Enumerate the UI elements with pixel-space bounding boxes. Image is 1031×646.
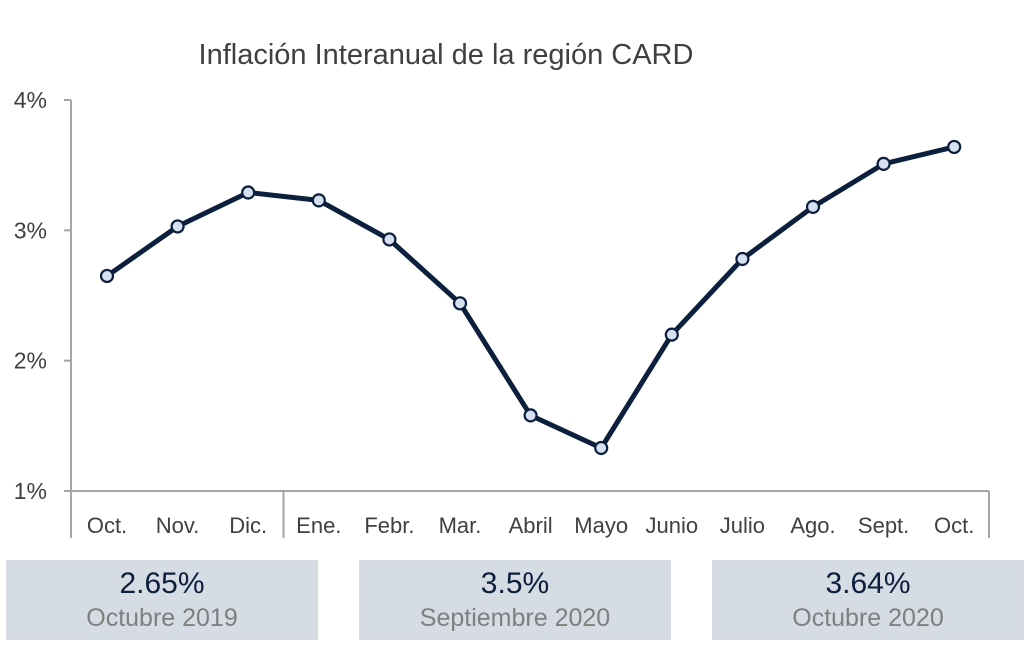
stat-value: 3.64% [825, 567, 911, 600]
data-point [947, 139, 962, 155]
stat-label: Septiembre 2020 [419, 604, 611, 632]
series-inflation [99, 139, 962, 456]
x-tick-label: Febr. [364, 513, 414, 538]
y-tick-labels: 1% 2% 3% 4% [14, 87, 47, 504]
x-tick-label: Nov. [156, 513, 200, 538]
data-point [382, 232, 397, 247]
x-tick-label: Sept. [858, 513, 909, 538]
data-point [664, 327, 679, 342]
stat-label: Octubre 2019 [86, 604, 238, 632]
stat-card-oct-2020: 3.64% Octubre 2020 [712, 560, 1024, 640]
y-tick-label: 4% [14, 87, 47, 113]
data-point [241, 185, 256, 200]
data-point [876, 156, 891, 171]
data-point [99, 268, 115, 284]
x-tick-label: Dic. [229, 513, 267, 538]
data-point [805, 199, 821, 214]
chart-axes [64, 99, 990, 538]
series-line [104, 144, 957, 451]
x-tick-label: Mar. [439, 513, 482, 538]
x-tick-label: Mayo [574, 513, 628, 538]
x-tick-label: Junio [646, 513, 699, 538]
y-tick-label: 1% [14, 478, 47, 504]
x-tick-label: Oct. [934, 513, 974, 538]
x-tick-label: Julio [720, 513, 765, 538]
y-tick-label: 3% [14, 217, 47, 243]
y-tick-label: 2% [14, 348, 47, 374]
x-tick-label: Ago. [790, 513, 835, 538]
x-tick-label: Abril [509, 513, 553, 538]
stat-value: 2.65% [119, 567, 205, 600]
stat-card-sep-2020: 3.5% Septiembre 2020 [359, 560, 671, 640]
data-point [735, 251, 750, 267]
data-point [170, 219, 185, 234]
x-tick-label: Ene. [296, 513, 341, 538]
x-tick-label: Oct. [87, 513, 127, 538]
x-tick-labels: Oct. Nov. Dic. Ene. Febr. Mar. Abril Mayo Junio J… [87, 513, 975, 538]
inflation-line-chart: Inflación Interanual de la región CARD 1… [14, 39, 990, 538]
stat-label: Octubre 2020 [792, 604, 944, 632]
data-point [523, 408, 538, 423]
data-point [452, 296, 468, 311]
data-point [311, 193, 326, 208]
chart-title: Inflación Interanual de la región CARD [199, 39, 694, 71]
stat-card-oct-2019: 2.65% Octubre 2019 [6, 560, 318, 640]
data-point [594, 440, 609, 456]
stat-value: 3.5% [480, 567, 550, 600]
